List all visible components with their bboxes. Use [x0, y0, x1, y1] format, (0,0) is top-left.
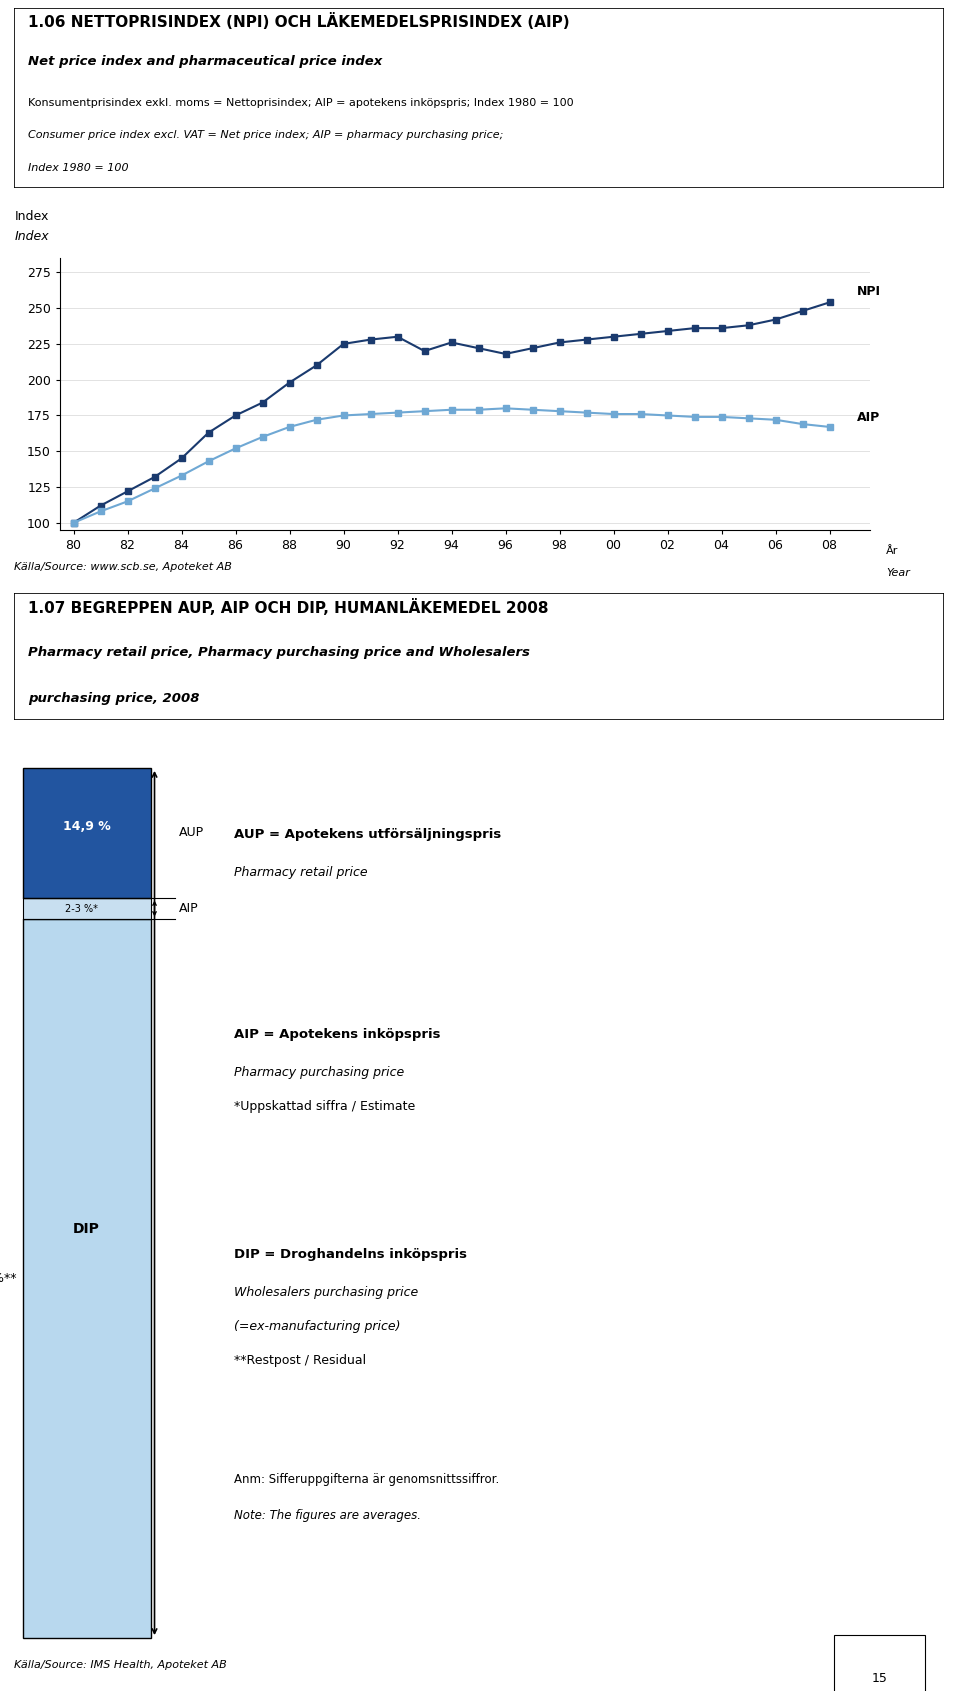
Bar [23, 920, 151, 1639]
Text: Anm: Sifferuppgifterna är genomsnittssiffror.: Anm: Sifferuppgifterna är genomsnittssif… [234, 1473, 499, 1486]
Text: 14,9 %: 14,9 % [62, 820, 110, 834]
Text: AUP = Apotekens utförsäljningspris: AUP = Apotekens utförsäljningspris [234, 829, 501, 840]
Bar [23, 898, 151, 920]
Text: Index 1980 = 100: Index 1980 = 100 [29, 162, 129, 172]
Text: Pharmacy purchasing price: Pharmacy purchasing price [234, 1065, 404, 1079]
Text: *Uppskattad siffra / Estimate: *Uppskattad siffra / Estimate [234, 1101, 416, 1113]
Text: 15: 15 [872, 1672, 888, 1684]
Bar [23, 768, 151, 898]
Text: AIP: AIP [180, 901, 199, 915]
Text: 1.06 NETTOPRISINDEX (NPI) OCH LÄKEMEDELSPRISINDEX (AIP): 1.06 NETTOPRISINDEX (NPI) OCH LÄKEMEDELS… [29, 14, 570, 30]
Text: Note: The figures are averages.: Note: The figures are averages. [234, 1508, 421, 1522]
Text: NPI: NPI [856, 286, 880, 298]
Text: Källa/Source: IMS Health, Apoteket AB: Källa/Source: IMS Health, Apoteket AB [14, 1661, 228, 1671]
Text: Index: Index [14, 210, 49, 223]
Text: DIP: DIP [73, 1221, 100, 1236]
Text: Index: Index [14, 230, 49, 244]
Text: 82,1-83,1 %**: 82,1-83,1 %** [0, 1272, 17, 1285]
Text: AUP: AUP [180, 827, 204, 839]
Text: DIP = Droghandelns inköpspris: DIP = Droghandelns inköpspris [234, 1248, 468, 1261]
Text: Källa/Source: www.scb.se, Apoteket AB: Källa/Source: www.scb.se, Apoteket AB [14, 561, 232, 572]
Text: Consumer price index excl. VAT = Net price index; AIP = pharmacy purchasing pric: Consumer price index excl. VAT = Net pri… [29, 130, 504, 140]
Text: AIP = Apotekens inköpspris: AIP = Apotekens inköpspris [234, 1028, 441, 1042]
Text: (=ex-manufacturing price): (=ex-manufacturing price) [234, 1321, 400, 1333]
Text: År: År [886, 546, 899, 556]
Text: AIP: AIP [856, 411, 879, 424]
Text: 2-3 %*: 2-3 %* [65, 903, 98, 913]
Text: Konsumentprisindex exkl. moms = Nettoprisindex; AIP = apotekens inköpspris; Inde: Konsumentprisindex exkl. moms = Nettopri… [29, 98, 574, 108]
Text: Net price index and pharmaceutical price index: Net price index and pharmaceutical price… [29, 54, 383, 68]
Text: purchasing price, 2008: purchasing price, 2008 [29, 692, 200, 705]
Text: **Restpost / Residual: **Restpost / Residual [234, 1354, 367, 1366]
Text: Year: Year [886, 568, 910, 578]
Text: Pharmacy retail price, Pharmacy purchasing price and Wholesalers: Pharmacy retail price, Pharmacy purchasi… [29, 646, 530, 659]
Text: Pharmacy retail price: Pharmacy retail price [234, 866, 368, 879]
Text: Wholesalers purchasing price: Wholesalers purchasing price [234, 1285, 419, 1299]
Text: 1.07 BEGREPPEN AUP, AIP OCH DIP, HUMANLÄKEMEDEL 2008: 1.07 BEGREPPEN AUP, AIP OCH DIP, HUMANLÄ… [29, 599, 549, 616]
